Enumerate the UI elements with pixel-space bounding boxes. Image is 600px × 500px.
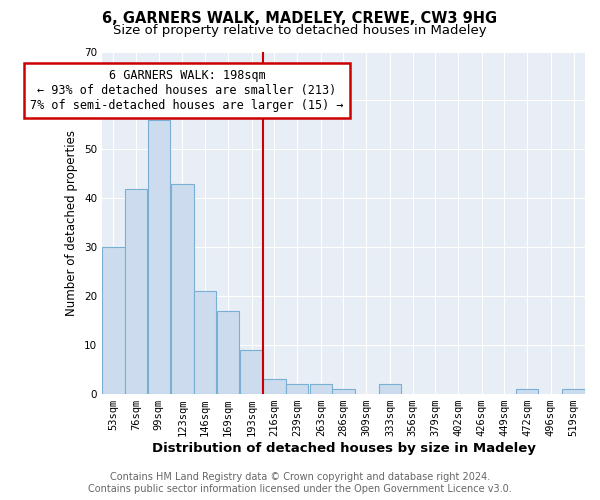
Bar — [516, 389, 538, 394]
Bar — [125, 188, 147, 394]
X-axis label: Distribution of detached houses by size in Madeley: Distribution of detached houses by size … — [152, 442, 535, 455]
Text: 6, GARNERS WALK, MADELEY, CREWE, CW3 9HG: 6, GARNERS WALK, MADELEY, CREWE, CW3 9HG — [103, 11, 497, 26]
Bar — [241, 350, 263, 394]
Bar — [148, 120, 170, 394]
Text: Size of property relative to detached houses in Madeley: Size of property relative to detached ho… — [113, 24, 487, 37]
Bar — [102, 248, 125, 394]
Text: Contains HM Land Registry data © Crown copyright and database right 2024.
Contai: Contains HM Land Registry data © Crown c… — [88, 472, 512, 494]
Bar — [217, 311, 239, 394]
Bar — [310, 384, 332, 394]
Bar — [171, 184, 194, 394]
Bar — [194, 292, 217, 394]
Bar — [263, 380, 286, 394]
Y-axis label: Number of detached properties: Number of detached properties — [65, 130, 79, 316]
Bar — [286, 384, 308, 394]
Bar — [562, 389, 585, 394]
Text: 6 GARNERS WALK: 198sqm
← 93% of detached houses are smaller (213)
7% of semi-det: 6 GARNERS WALK: 198sqm ← 93% of detached… — [30, 68, 344, 112]
Bar — [379, 384, 401, 394]
Bar — [332, 389, 355, 394]
